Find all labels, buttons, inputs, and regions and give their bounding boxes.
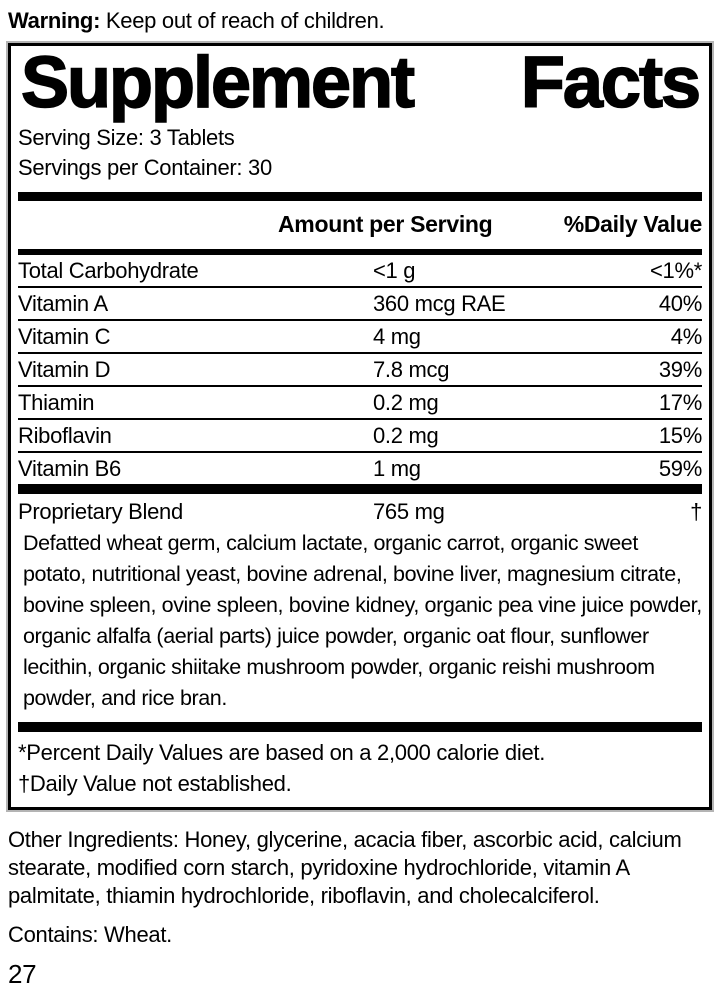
column-header-daily-value: %Daily Value [563, 210, 703, 237]
divider-thick-top [18, 191, 702, 201]
nutrient-daily-value: 4% [670, 323, 703, 349]
panel-title: Supplement Facts [18, 43, 702, 123]
serving-size: Serving Size: 3 Tablets [18, 124, 235, 150]
blend-name: Proprietary Blend [18, 498, 183, 524]
nutrient-amount: 1 mg [373, 455, 421, 481]
panel-title-right: Facts [520, 43, 702, 123]
divider-under-header [18, 248, 702, 255]
nutrient-daily-value: 59% [658, 455, 702, 481]
table-row: Vitamin D 7.8 mcg 39% [18, 354, 702, 387]
nutrient-daily-value: 40% [658, 290, 702, 316]
table-row: Total Carbohydrate <1 g <1%* [18, 255, 702, 288]
nutrient-amount: 0.2 mg [373, 422, 439, 448]
column-header-amount: Amount per Serving [278, 210, 493, 237]
nutrient-name: Vitamin A [18, 290, 108, 316]
nutrient-amount: 0.2 mg [373, 389, 439, 415]
servings-per-container: Servings per Container: 30 [18, 154, 272, 180]
warning-label: Warning: [8, 8, 101, 33]
table-row: Thiamin 0.2 mg 17% [18, 387, 702, 420]
nutrient-daily-value: <1%* [649, 257, 702, 283]
nutrient-name: Vitamin D [18, 356, 111, 382]
divider-above-footnotes [18, 721, 702, 732]
nutrient-amount: <1 g [373, 257, 416, 283]
column-header-row: Amount per Serving %Daily Value [18, 201, 702, 249]
serving-info: Serving Size: 3 Tablets Servings per Con… [18, 123, 702, 183]
nutrient-name: Vitamin C [18, 323, 111, 349]
table-row: Vitamin B6 1 mg 59% [18, 453, 702, 484]
page-number: 27 [8, 958, 37, 989]
footnotes: *Percent Daily Values are based on a 2,0… [18, 732, 702, 803]
nutrient-name: Vitamin B6 [18, 455, 121, 481]
warning-text: Keep out of reach of children. [100, 8, 385, 33]
table-row: Vitamin A 360 mcg RAE 40% [18, 288, 702, 321]
blend-daily-value: † [690, 498, 702, 524]
footnote-daily-value-basis: *Percent Daily Values are based on a 2,0… [18, 739, 546, 765]
supplement-facts-panel: Supplement Facts Serving Size: 3 Tablets… [8, 43, 712, 810]
nutrient-amount: 4 mg [373, 323, 421, 349]
nutrient-name: Thiamin [18, 389, 95, 415]
divider-above-blend [18, 483, 702, 494]
panel-title-left: Supplement [20, 43, 416, 123]
nutrient-name: Total Carbohydrate [18, 257, 199, 283]
nutrient-daily-value: 15% [658, 422, 702, 448]
blend-amount: 765 mg [373, 498, 445, 524]
nutrient-name: Riboflavin [18, 422, 112, 448]
table-row: Riboflavin 0.2 mg 15% [18, 420, 702, 453]
blend-ingredients: Defatted wheat germ, calcium lactate, or… [23, 530, 702, 710]
table-row: Vitamin C 4 mg 4% [18, 321, 702, 354]
nutrient-daily-value: 17% [658, 389, 702, 415]
other-ingredients: Other Ingredients: Honey, glycerine, aca… [8, 826, 682, 908]
warning-statement: Warning: Keep out of reach of children. [0, 0, 720, 39]
nutrient-amount: 360 mcg RAE [373, 290, 506, 316]
proprietary-blend-row: Proprietary Blend 765 mg † [18, 494, 702, 527]
contains-statement: Contains: Wheat. [8, 921, 172, 947]
footnote-dv-not-established: †Daily Value not established. [18, 770, 292, 796]
nutrient-daily-value: 39% [658, 356, 702, 382]
nutrient-amount: 7.8 mcg [373, 356, 450, 382]
